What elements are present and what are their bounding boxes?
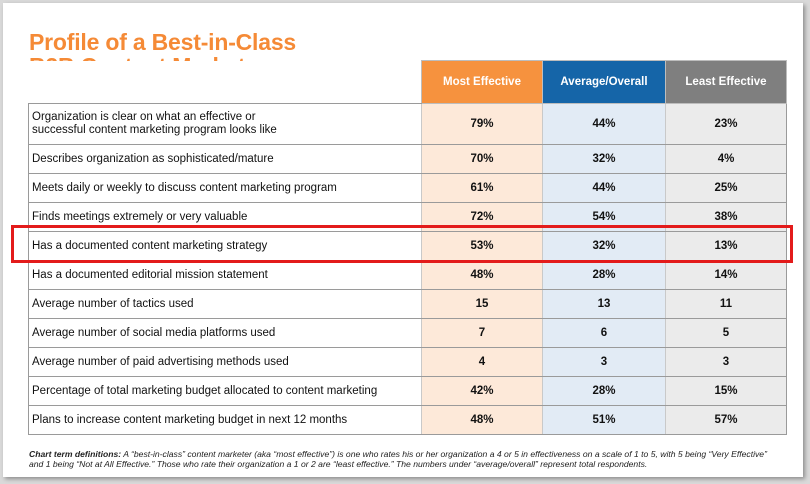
table-row: Meets daily or weekly to discuss content…	[28, 173, 787, 203]
row-label: Describes organization as sophisticated/…	[28, 144, 422, 174]
table-row: Describes organization as sophisticated/…	[28, 144, 787, 174]
table-row: Average number of tactics used 15 13 11	[28, 289, 787, 319]
average-value: 28%	[542, 260, 666, 290]
slide-frame: Profile of a Best-in-Class B2B Content M…	[3, 3, 803, 477]
header-least-effective: Least Effective	[665, 60, 787, 104]
table-row: Percentage of total marketing budget all…	[28, 376, 787, 406]
average-value: 6	[542, 318, 666, 348]
least-effective-value: 14%	[665, 260, 787, 290]
average-value: 3	[542, 347, 666, 377]
row-label: Has a documented content marketing strat…	[28, 231, 422, 261]
table-row: Finds meetings extremely or very valuabl…	[28, 202, 787, 232]
least-effective-value: 13%	[665, 231, 787, 261]
least-effective-value: 3	[665, 347, 787, 377]
most-effective-value: 48%	[421, 260, 543, 290]
most-effective-value: 72%	[421, 202, 543, 232]
row-label: Organization is clear on what an effecti…	[28, 103, 422, 145]
row-label: Meets daily or weekly to discuss content…	[28, 173, 422, 203]
profile-table: Most Effective Average/Overall Least Eff…	[28, 60, 787, 435]
header-most-effective: Most Effective	[421, 60, 543, 104]
table-row: Plans to increase content marketing budg…	[28, 405, 787, 435]
average-value: 44%	[542, 173, 666, 203]
row-label: Average number of tactics used	[28, 289, 422, 319]
average-value: 51%	[542, 405, 666, 435]
least-effective-value: 38%	[665, 202, 787, 232]
most-effective-value: 53%	[421, 231, 543, 261]
average-value: 13	[542, 289, 666, 319]
most-effective-value: 4	[421, 347, 543, 377]
most-effective-value: 79%	[421, 103, 543, 145]
row-label: Average number of paid advertising metho…	[28, 347, 422, 377]
row-label: Plans to increase content marketing budg…	[28, 405, 422, 435]
most-effective-value: 61%	[421, 173, 543, 203]
average-value: 28%	[542, 376, 666, 406]
header-average-overall: Average/Overall	[542, 60, 666, 104]
table-row-highlighted: Has a documented content marketing strat…	[28, 231, 787, 261]
least-effective-value: 15%	[665, 376, 787, 406]
chart-footnote: Chart term definitions: A “best-in-class…	[29, 449, 769, 469]
least-effective-value: 5	[665, 318, 787, 348]
table-row: Organization is clear on what an effecti…	[28, 103, 787, 145]
row-label: Average number of social media platforms…	[28, 318, 422, 348]
least-effective-value: 57%	[665, 405, 787, 435]
most-effective-value: 48%	[421, 405, 543, 435]
most-effective-value: 15	[421, 289, 543, 319]
average-value: 32%	[542, 231, 666, 261]
row-label-line: Organization is clear on what an effecti…	[32, 111, 256, 123]
row-label: Has a documented editorial mission state…	[28, 260, 422, 290]
average-value: 54%	[542, 202, 666, 232]
row-label: Finds meetings extremely or very valuabl…	[28, 202, 422, 232]
most-effective-value: 42%	[421, 376, 543, 406]
least-effective-value: 23%	[665, 103, 787, 145]
table-row: Average number of paid advertising metho…	[28, 347, 787, 377]
row-label-line: successful content marketing program loo…	[32, 124, 277, 136]
header-row: Most Effective Average/Overall Least Eff…	[28, 60, 787, 104]
title-line-1: Profile of a Best-in-Class	[29, 29, 297, 55]
least-effective-value: 4%	[665, 144, 787, 174]
header-blank	[28, 60, 422, 104]
footnote-heading: Chart term definitions:	[29, 449, 122, 459]
average-value: 44%	[542, 103, 666, 145]
footnote-text: A “best-in-class” content marketer (aka …	[29, 449, 767, 469]
most-effective-value: 7	[421, 318, 543, 348]
table-row: Has a documented editorial mission state…	[28, 260, 787, 290]
least-effective-value: 25%	[665, 173, 787, 203]
average-value: 32%	[542, 144, 666, 174]
table-row: Average number of social media platforms…	[28, 318, 787, 348]
least-effective-value: 11	[665, 289, 787, 319]
most-effective-value: 70%	[421, 144, 543, 174]
row-label: Percentage of total marketing budget all…	[28, 376, 422, 406]
